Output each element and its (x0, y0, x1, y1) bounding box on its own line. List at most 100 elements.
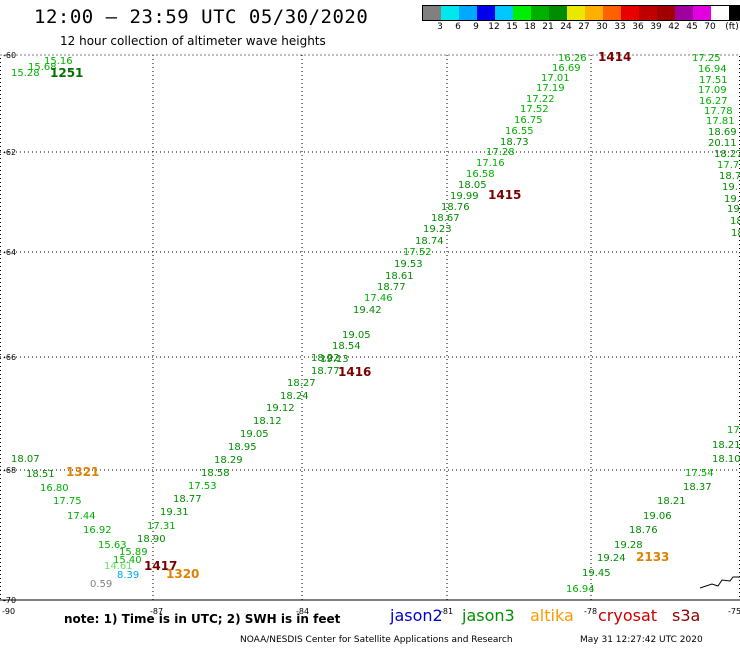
wave-height-label: 18 (730, 216, 740, 227)
latitude-label: -70 (3, 596, 16, 605)
wave-height-label: 17.78 (704, 106, 733, 117)
wave-height-label: 15.28 (11, 68, 40, 79)
pass-time-label: 1414 (598, 50, 631, 64)
color-scale-bar (422, 5, 740, 21)
color-swatch (639, 6, 657, 20)
wave-height-label: 19. (724, 194, 740, 205)
pass-time-label: 1320 (166, 567, 199, 581)
wave-height-label: 17.28 (486, 147, 515, 158)
color-scale-label: 42 (668, 22, 680, 32)
wave-height-label: 16.26 (558, 53, 587, 64)
pass-time-label: 1251 (50, 66, 83, 80)
wave-height-label: 17.54 (685, 468, 714, 479)
color-scale-label: 21 (542, 22, 554, 32)
longitude-label: -78 (584, 607, 597, 616)
color-swatch (531, 6, 549, 20)
wave-height-label: 17.22 (526, 94, 555, 105)
pass-time-label: 1321 (66, 465, 99, 479)
wave-height-label: 19. (722, 182, 738, 193)
wave-height-label: 18.21 (657, 496, 686, 507)
color-scale-label: 36 (632, 22, 644, 32)
wave-height-label: 18.77 (311, 366, 340, 377)
color-scale-label: 12 (488, 22, 500, 32)
pass-time-label: 1416 (338, 365, 371, 379)
wave-height-label: 18.51 (26, 469, 55, 480)
color-scale-label: (ft) (725, 22, 739, 32)
wave-height-label: 17.53 (188, 481, 217, 492)
color-scale-label: 45 (686, 22, 698, 32)
color-scale-label: 27 (578, 22, 590, 32)
footer-note: note: 1) Time is in UTC; 2) SWH is in fe… (64, 612, 341, 626)
wave-height-label: 15.68 (28, 62, 57, 73)
color-swatch (441, 6, 459, 20)
wave-height-label: 18.74 (415, 236, 444, 247)
color-swatch (549, 6, 567, 20)
longitude-label: -81 (440, 607, 453, 616)
wave-height-label: 19.24 (597, 553, 626, 564)
wave-height-label: 17.19 (536, 83, 565, 94)
latitude-label: -68 (3, 466, 16, 475)
wave-height-label: 18.77 (377, 282, 406, 293)
wave-height-label: 19.28 (614, 540, 643, 551)
color-swatch (711, 6, 729, 20)
wave-height-label: 17.75 (53, 496, 82, 507)
color-swatch (693, 6, 711, 20)
latitude-label: -64 (3, 248, 16, 257)
credit-line: NOAA/NESDIS Center for Satellite Applica… (240, 635, 513, 645)
wave-height-label: 18.27 (714, 149, 740, 160)
wave-height-label: 18.73 (500, 137, 529, 148)
wave-height-label: 19.12 (266, 403, 295, 414)
wave-height-label: 17. (727, 425, 740, 436)
wave-height-label: 18.22 (311, 353, 340, 364)
wave-height-label: 18.77 (173, 494, 202, 505)
wave-height-label: 16.55 (505, 126, 534, 137)
color-scale-label: 9 (473, 22, 479, 32)
color-swatch (729, 6, 740, 20)
wave-height-label: 16.58 (466, 169, 495, 180)
color-scale-label: 39 (650, 22, 662, 32)
wave-height-label: 8.39 (117, 570, 139, 581)
longitude-label: -84 (296, 607, 309, 616)
color-scale-label: 33 (614, 22, 626, 32)
wave-height-label: 17.52 (403, 247, 432, 258)
wave-height-label: 16.27 (699, 96, 728, 107)
wave-height-label: 18.58 (201, 468, 230, 479)
wave-height-label: 18.24 (280, 391, 309, 402)
generated-timestamp: May 31 12:27:42 UTC 2020 (580, 635, 703, 645)
color-scale-label: 30 (596, 22, 608, 32)
color-swatch (675, 6, 693, 20)
wave-height-label: 18.37 (683, 482, 712, 493)
wave-height-label: 18.05 (458, 180, 487, 191)
color-swatch (495, 6, 513, 20)
wave-height-label: 19.05 (240, 429, 269, 440)
color-scale-label: 6 (455, 22, 461, 32)
wave-height-label: 18.54 (332, 341, 361, 352)
pass-time-label: 1417 (144, 559, 177, 573)
latitude-label: -60 (3, 51, 16, 60)
wave-height-label: 20.11 (708, 138, 737, 149)
coastline (699, 576, 740, 589)
wave-height-label: 19.45 (582, 568, 611, 579)
color-swatch (513, 6, 531, 20)
wave-height-label: 17.25 (692, 53, 721, 64)
wave-height-label: 17.81 (706, 116, 735, 127)
wave-height-label: 18.69 (708, 127, 737, 138)
wave-height-label: 16.94 (698, 64, 727, 75)
latitude-label: -62 (3, 148, 16, 157)
wave-height-label: 19.31 (160, 507, 189, 518)
wave-height-label: 15.63 (98, 540, 127, 551)
wave-height-label: 18.7 (719, 171, 740, 182)
wave-height-label: 18.07 (11, 454, 40, 465)
wave-height-label: 19 (727, 204, 740, 215)
wave-height-label: 18.61 (385, 271, 414, 282)
pass-time-label: 2133 (636, 550, 669, 564)
wave-height-label: 18.67 (431, 213, 460, 224)
wave-height-label: 17.16 (476, 158, 505, 169)
longitude-label: -90 (2, 607, 15, 616)
color-swatch (477, 6, 495, 20)
wave-height-label: 16.94 (566, 584, 595, 595)
wave-height-label: 18.27 (287, 378, 316, 389)
legend-item-jason2: jason2 (390, 606, 443, 625)
legend-item-s3a: s3a (672, 606, 701, 625)
wave-height-label: 19.23 (423, 224, 452, 235)
